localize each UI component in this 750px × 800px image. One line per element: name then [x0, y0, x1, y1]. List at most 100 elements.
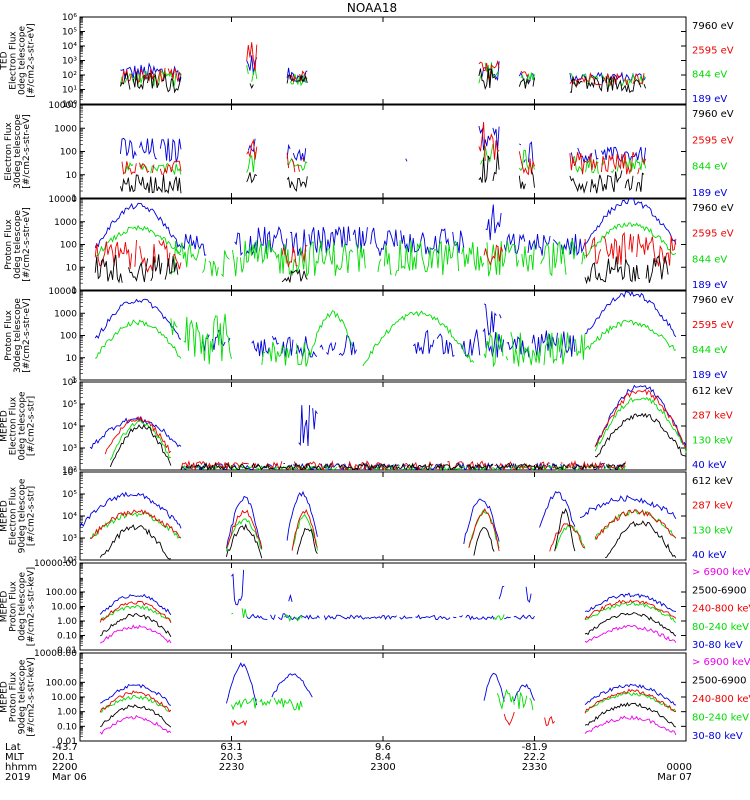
panel-3: 1 10 100 1000 10000 Proton Flux0deg telescope…: [4, 195, 734, 296]
y-axis-label-line: 0deg telescope: [18, 26, 28, 96]
x-row-label: MLT: [5, 752, 25, 763]
y-tick-label: 10000: [48, 101, 77, 111]
legend-entry: 612 keV: [692, 476, 733, 487]
x-tick-hhmm: 2200: [52, 762, 77, 773]
x-tick-mlt: 20.1: [52, 752, 74, 763]
legend-entry: 240-800 keV: [692, 694, 750, 705]
y-tick-label: 1000: [54, 124, 77, 134]
x-tick-mlt: 20.3: [220, 752, 242, 763]
series-trace-green: [109, 396, 687, 472]
y-axis-label-line: [#/cm2-s-str]: [27, 396, 37, 456]
y-tick-label: 100: [60, 332, 77, 342]
y-axis-label: MEPEDElectron Flux90deg telescope[#/cm2-…: [0, 478, 37, 553]
y-axis-label-line: Proton Flux: [4, 310, 14, 361]
y-axis-label-line: 90deg telescope: [18, 478, 28, 553]
legend-entry: 40 keV: [692, 550, 726, 561]
y-tick-label: 10⁵: [62, 28, 77, 38]
series-trace-green: [89, 508, 677, 552]
series-trace-red: [121, 121, 647, 176]
series-trace-magenta: [99, 624, 677, 644]
x-tick-date: Mar 07: [657, 772, 692, 783]
legend-entry: 30-80 keV: [692, 731, 743, 742]
y-tick-label: 10: [66, 171, 78, 181]
panel-6: 10² 10³ 10⁴ 10⁵ 10⁶ MEPEDElectron Flux90deg t…: [0, 468, 733, 566]
y-tick-label: 0.10: [57, 722, 77, 732]
legend-entry: 2595 eV: [692, 45, 734, 56]
series-trace-black: [119, 152, 645, 195]
x-row-label: Lat: [5, 742, 21, 753]
legend-entry: 612 keV: [692, 386, 733, 397]
y-tick-label: 10²: [62, 71, 77, 81]
legend-entry: 2595 eV: [692, 320, 734, 331]
legend-entry: 189 eV: [692, 370, 727, 381]
legend-entry: 7960 eV: [692, 21, 734, 32]
series-trace-black: [99, 702, 677, 728]
y-tick-label: 0.10: [57, 632, 77, 642]
series-trace-red: [104, 388, 687, 472]
y-tick-label: 10.00: [51, 693, 77, 703]
series-trace-black: [95, 254, 676, 283]
y-axis-label-line: Proton Flux: [4, 219, 14, 270]
panel-1: 10⁰ 10¹ 10² 10³ 10⁴ 10⁵ 10⁶ TEDElectron Flux0de…: [0, 13, 734, 110]
y-tick-label: 10⁶: [62, 13, 77, 23]
panel-7: 0.010.101.0010.00100.0010000.00MEPEDProt…: [0, 559, 750, 656]
y-tick-label: 10⁴: [62, 42, 77, 52]
legend-entry: 189 eV: [692, 280, 727, 291]
x-row-label: hhmm: [5, 762, 37, 773]
y-axis-label: MEPEDProton Flux0deg telescope[#/cm2-s-s…: [0, 567, 37, 646]
legend-entry: 7960 eV: [692, 109, 734, 120]
series-trace-black: [109, 412, 687, 472]
y-tick-label: 100: [60, 241, 77, 251]
series-trace-black: [99, 612, 677, 638]
series-trace-green: [95, 310, 677, 368]
panel-4: 1 10 100 1000 10000 Proton Flux30deg telescop…: [4, 287, 734, 386]
y-axis-label-line: 0deg telescope: [13, 210, 23, 280]
y-tick-label: 10000.00: [34, 559, 77, 569]
x-tick-lat: -43.7: [52, 742, 78, 753]
y-axis-label-line: [#/cm2-s-str-keV]: [27, 657, 37, 736]
legend-entry: 40 keV: [692, 460, 726, 471]
legend-entry: 7960 eV: [692, 203, 734, 214]
legend-entry: > 6900 keV: [692, 567, 750, 578]
y-axis-label-line: 30deg telescope: [13, 114, 23, 189]
x-tick-lat: -81.9: [522, 742, 548, 753]
series-trace-blue: [89, 384, 687, 472]
legend-entry: 240-800 keV: [692, 604, 750, 615]
y-axis-label-line: Proton Flux: [9, 671, 19, 722]
legend-entry: 844 eV: [692, 70, 727, 81]
series-trace-green: [95, 222, 677, 278]
y-tick-label: 10000.00: [34, 649, 77, 659]
y-tick-label: 10²: [62, 466, 77, 476]
series-trace-green: [119, 62, 646, 88]
y-tick-label: 0.01: [57, 737, 77, 747]
y-axis-label-line: [#/cm2-s-str-eV]: [22, 114, 32, 189]
legend-entry: 2500-6900: [692, 585, 747, 596]
series-trace-magenta: [99, 714, 677, 736]
y-tick-label: 1.00: [57, 617, 77, 627]
y-axis-label-line: [#/cm2-s-str-eV]: [22, 298, 32, 373]
series-trace-blue: [94, 290, 677, 358]
series-trace-blue: [120, 55, 646, 84]
y-tick-label: 10000: [48, 195, 77, 205]
x-tick-hhmm: 2330: [522, 762, 547, 773]
legend-entry: 130 keV: [692, 435, 733, 446]
y-tick-label: 10: [66, 263, 78, 273]
series-trace-blue: [79, 490, 677, 550]
panel-5: 10² 10³ 10⁴ 10⁵ 10⁶ MEPEDElectron Flux0deg te…: [0, 378, 733, 476]
y-tick-label: 10¹: [62, 86, 77, 96]
y-tick-label: 10³: [62, 444, 77, 454]
y-axis-label: TEDElectron Flux0deg telescope[#/cm2-s-s…: [0, 23, 37, 98]
y-axis-label-line: [#/cm2-s-str-eV]: [22, 207, 32, 282]
panel-8: 0.010.101.0010.00100.0010000.00MEPEDProt…: [0, 649, 750, 747]
y-axis-label: MEPEDElectron Flux0deg telescope[#/cm2-s…: [0, 391, 37, 461]
y-axis-label-line: MEPED: [0, 410, 10, 442]
series-trace-green: [100, 688, 677, 713]
y-tick-label: 1000: [54, 218, 77, 228]
legend-entry: 130 keV: [692, 525, 733, 536]
panel-frame: [79, 16, 687, 105]
y-axis-label-line: 90deg telescope: [18, 659, 28, 734]
y-tick-label: 10³: [62, 57, 77, 67]
y-axis-label-line: [#/cm2-s-str-keV]: [27, 567, 37, 646]
